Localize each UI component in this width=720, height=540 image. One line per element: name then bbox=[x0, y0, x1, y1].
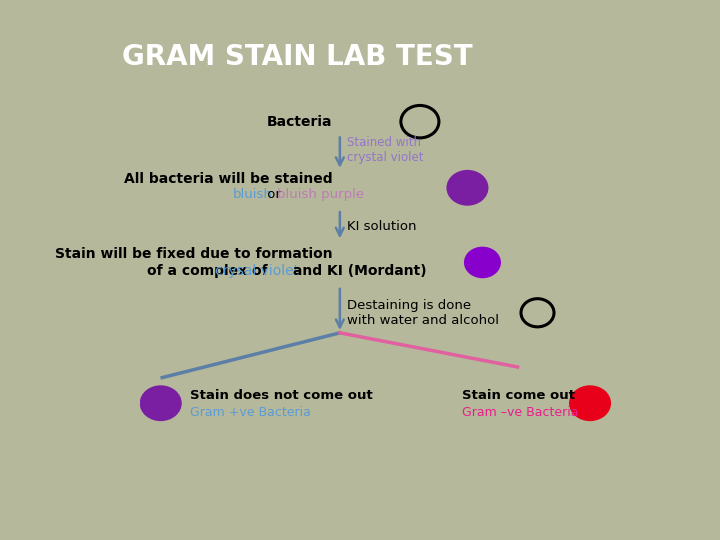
Text: Stain does not come out: Stain does not come out bbox=[190, 389, 372, 402]
Text: Stain will be fixed due to formation: Stain will be fixed due to formation bbox=[55, 247, 333, 261]
Text: or: or bbox=[264, 188, 285, 201]
Text: and KI (Mordant): and KI (Mordant) bbox=[288, 264, 427, 278]
Text: KI solution: KI solution bbox=[347, 220, 417, 233]
Text: Stained with
crystal violet: Stained with crystal violet bbox=[347, 137, 424, 165]
Text: Destaining is done: Destaining is done bbox=[347, 299, 472, 312]
Circle shape bbox=[140, 386, 181, 421]
Text: All bacteria will be stained: All bacteria will be stained bbox=[124, 172, 333, 186]
Text: Stain come out: Stain come out bbox=[462, 389, 575, 402]
Text: bluish purple: bluish purple bbox=[277, 188, 364, 201]
Text: bluish: bluish bbox=[233, 188, 272, 201]
Text: Gram –ve Bacteria: Gram –ve Bacteria bbox=[462, 406, 579, 419]
Circle shape bbox=[569, 386, 611, 421]
Text: of a complex of: of a complex of bbox=[147, 264, 273, 278]
Text: GRAM STAIN LAB TEST: GRAM STAIN LAB TEST bbox=[122, 43, 473, 71]
Text: Gram +ve Bacteria: Gram +ve Bacteria bbox=[190, 406, 310, 419]
Circle shape bbox=[464, 247, 501, 278]
Circle shape bbox=[446, 170, 488, 206]
Text: crysal violet: crysal violet bbox=[215, 264, 299, 278]
Text: Bacteria: Bacteria bbox=[267, 114, 333, 129]
Text: with water and alcohol: with water and alcohol bbox=[347, 314, 500, 327]
